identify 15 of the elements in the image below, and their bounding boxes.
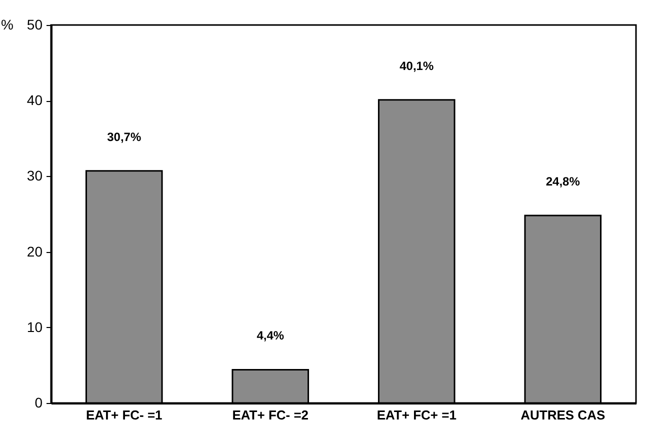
y-tick-label: 20	[26, 243, 43, 260]
data-label: 30,7%	[107, 130, 142, 144]
x-tick-label: AUTRES CAS	[520, 408, 606, 422]
x-tick-label: EAT+ FC+ =1	[376, 408, 456, 422]
data-label: 40,1%	[400, 58, 434, 73]
y-tick-label: 40	[26, 92, 43, 108]
data-label: 24,8%	[546, 174, 580, 189]
y-tick-label: 10	[26, 318, 43, 335]
y-tick-label: 50	[26, 16, 43, 32]
y-tick-label: 0	[34, 394, 43, 410]
y-axis-title: %	[1, 16, 14, 32]
data-label: 4,4%	[256, 328, 284, 343]
x-tick-label: EAT+ FC- =2	[232, 408, 309, 422]
x-tick-label: EAT+ FC- =1	[86, 408, 162, 422]
y-tick-label: 30	[26, 168, 43, 184]
